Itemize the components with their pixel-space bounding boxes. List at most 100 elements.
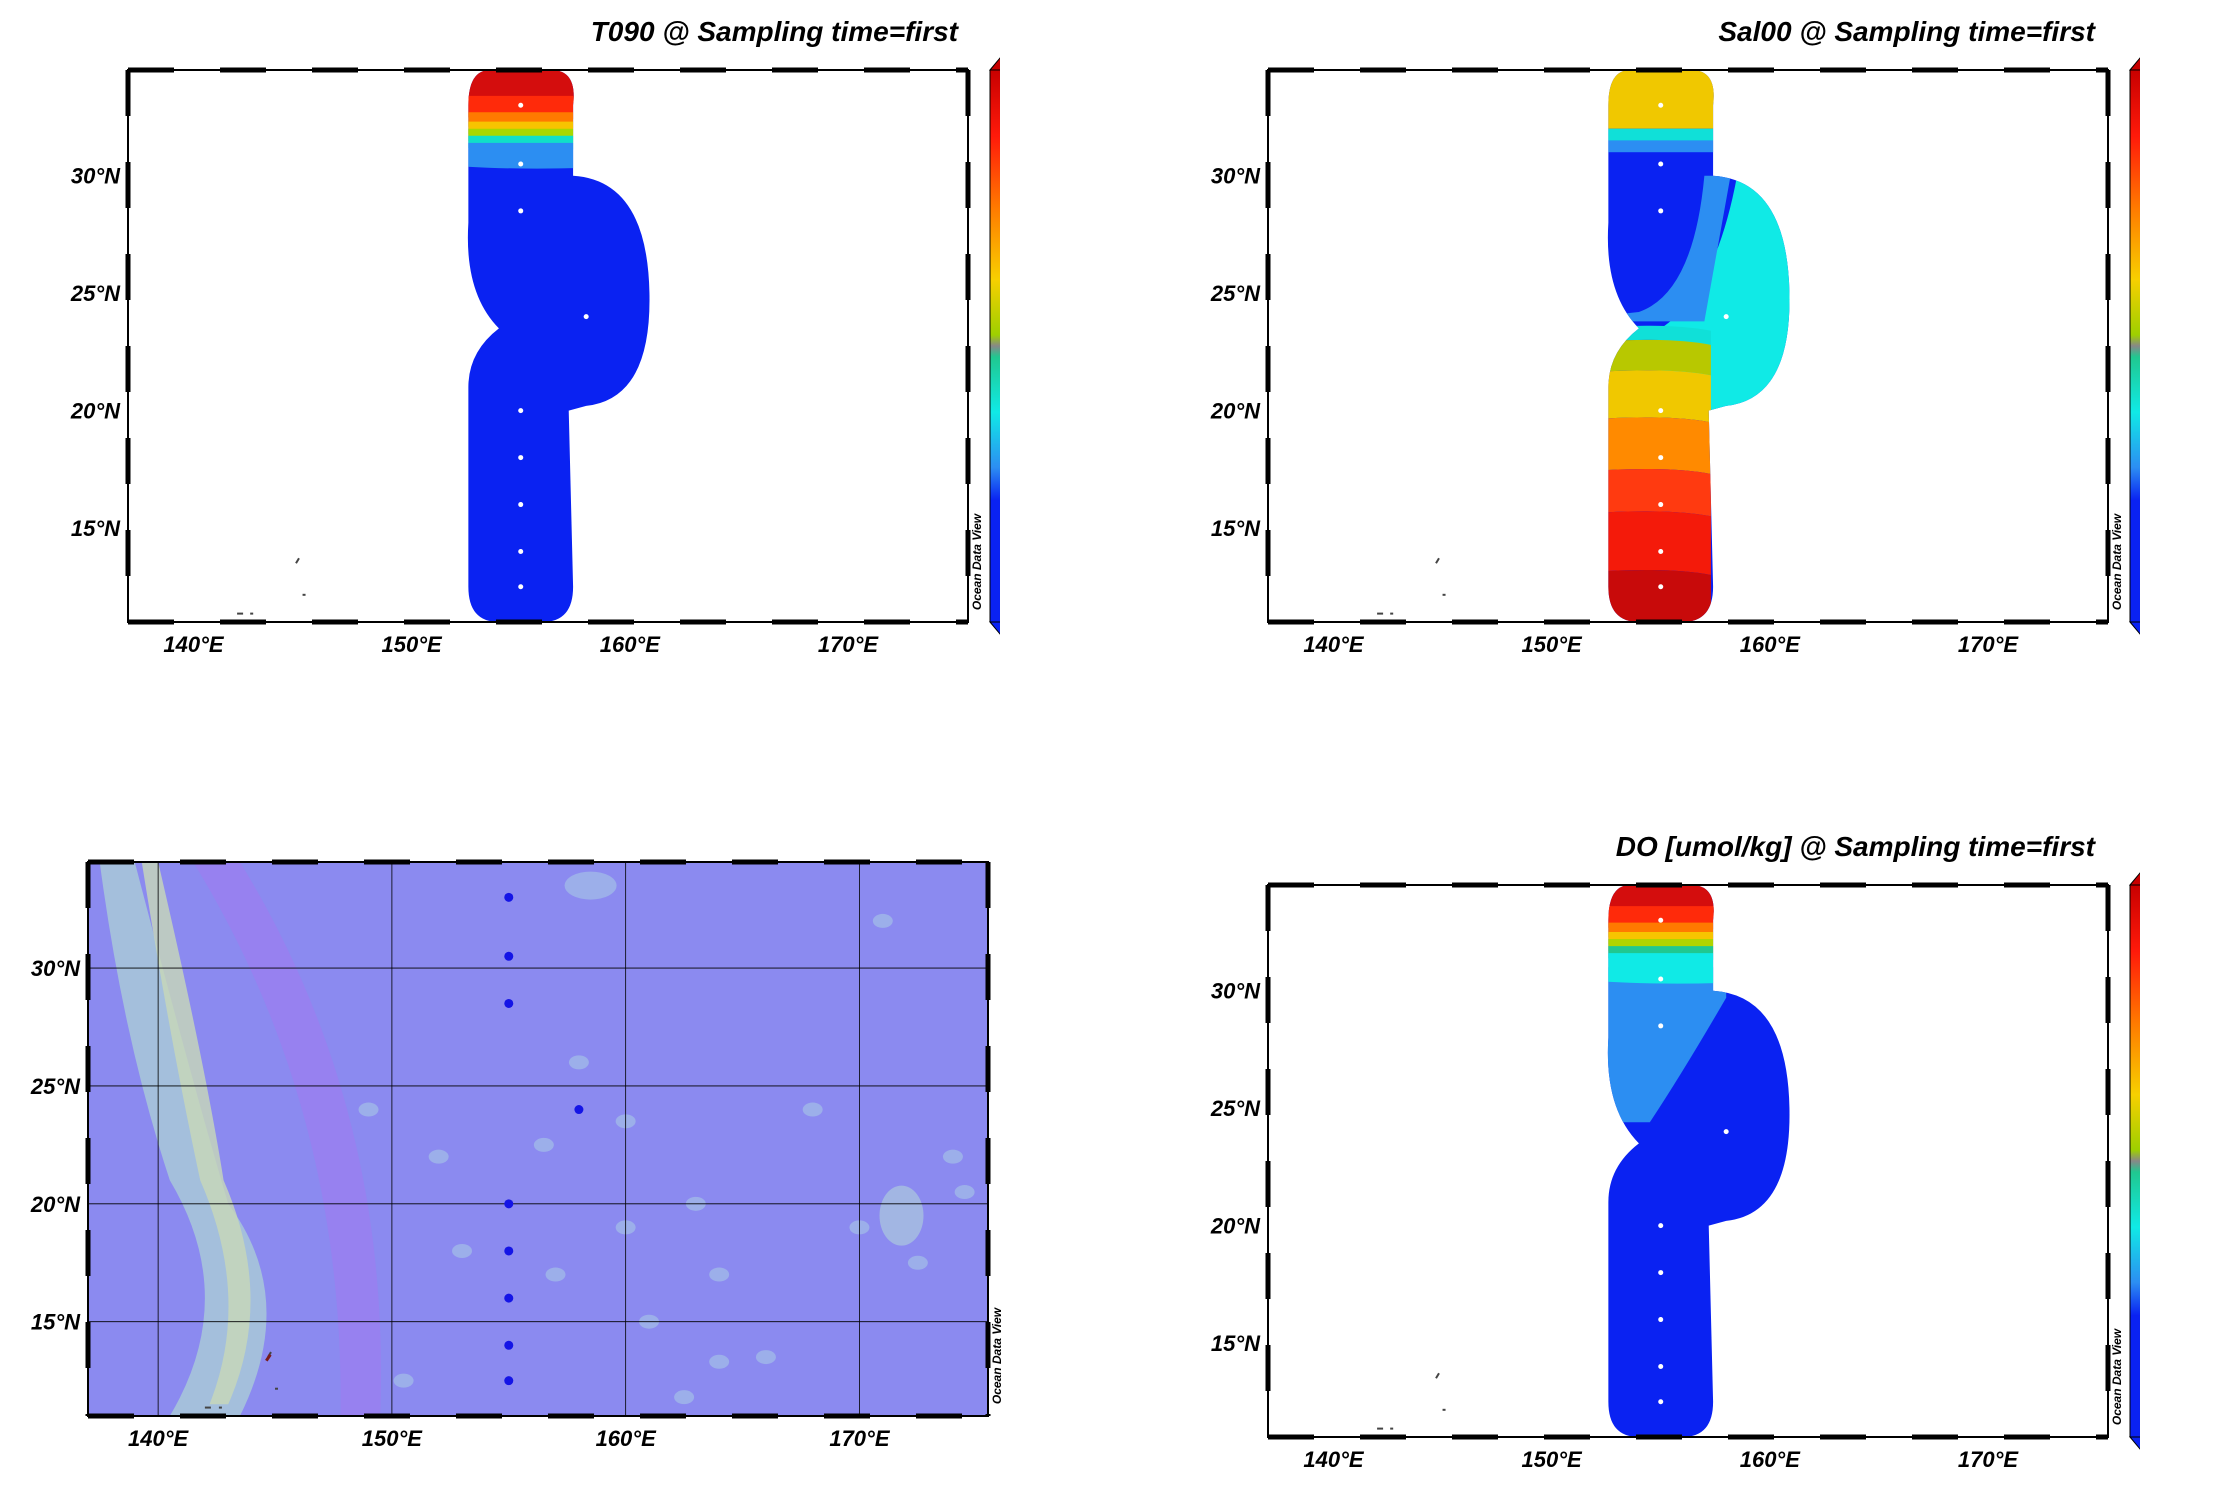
station-point (1658, 408, 1664, 414)
stations (1658, 102, 1729, 590)
seamount (872, 913, 893, 928)
seamount (674, 1390, 695, 1405)
seamount (907, 1255, 928, 1270)
lon-label: 170°E (1958, 632, 2020, 657)
seamount (954, 1185, 975, 1200)
colorbar-body (2129, 69, 2140, 623)
station-map-panel: 140°E 150°E 160°E 170°E 30°N 25°N 20°N 15°N Ocea… (0, 800, 1010, 1499)
colorbar-arrow-bottom (2128, 1436, 2140, 1450)
station-point (1658, 976, 1664, 982)
oxygen-title: DO [umol/kg] @ Sampling time=first (1615, 831, 2095, 862)
lat-label: 25°N (1210, 281, 1261, 306)
lat-label: 25°N (30, 1074, 81, 1099)
lat-label: 15°N (1211, 1331, 1261, 1356)
lon-label: 150°E (1522, 1447, 1584, 1472)
ocean-data-view-watermark: Ocean Data View (990, 1307, 1004, 1404)
lon-label: 140°E (1303, 632, 1365, 657)
lat-label: 30°N (1211, 164, 1261, 189)
stations (518, 102, 589, 590)
lat-label: 20°N (1210, 1214, 1261, 1239)
station-point (1658, 1317, 1664, 1323)
temp-colorbar: 1210864 (988, 57, 1000, 635)
lon-label: 160°E (1740, 632, 1802, 657)
station-point (1658, 549, 1664, 555)
lat-label: 25°N (1210, 1096, 1261, 1121)
map-frame: 140°E 150°E 160°E 170°E 30°N 25°N 20°N 15°N Ocea… (1210, 67, 2124, 657)
temperature-title: T090 @ Sampling time=first (590, 16, 958, 47)
station-point (518, 502, 524, 508)
colorbar-arrow-bottom (2128, 621, 2140, 635)
lon-label: 160°E (600, 632, 662, 657)
station-point (1658, 161, 1664, 167)
station-point (518, 161, 524, 167)
lat-label: 15°N (1211, 516, 1261, 541)
seamount (533, 1137, 554, 1152)
seamount (564, 871, 617, 900)
seamount (879, 1185, 924, 1246)
station-point (1658, 917, 1664, 923)
station-point (1658, 102, 1664, 108)
seamount (709, 1354, 730, 1369)
island-marks (237, 557, 306, 615)
colorbar-arrow-top (988, 57, 1000, 71)
station-point (1658, 1023, 1664, 1029)
lon-label: 170°E (829, 1426, 891, 1451)
sal-colorbar: 34.534.434.334.234.1 (2128, 57, 2140, 635)
station-point (504, 1199, 514, 1209)
station-point (518, 455, 524, 461)
lon-label: 170°E (1958, 1447, 2020, 1472)
station-point (504, 998, 514, 1008)
lat-label: 25°N (70, 281, 121, 306)
seamount (755, 1350, 776, 1365)
ocean-data-view-watermark: Ocean Data View (2110, 1328, 2124, 1425)
lat-label: 15°N (31, 1310, 81, 1335)
salinity-map: 140°E 150°E 160°E 170°E 30°N 25°N 20°N 15°N Ocea… (1210, 57, 2140, 657)
island-marks (1377, 557, 1446, 615)
station-point (574, 1105, 584, 1115)
seamount (545, 1267, 566, 1282)
seamount (358, 1102, 379, 1117)
map-frame: 140°E 150°E 160°E 170°E 30°N 25°N 20°N 15°N Ocea… (70, 67, 984, 657)
station-point (1658, 1399, 1664, 1405)
salinity-title: Sal00 @ Sampling time=first (1718, 16, 2095, 47)
station-point (1658, 1270, 1664, 1276)
lat-label: 20°N (30, 1192, 81, 1217)
station-point (1723, 314, 1729, 320)
oxygen-map: 140°E 150°E 160°E 170°E 30°N 25°N 20°N 15°N Ocea… (1210, 872, 2140, 1472)
colorbar-body (2129, 884, 2140, 1438)
salinity-panel: Sal00 @ Sampling time=first 140°E 150°E 16… (1140, 0, 2221, 660)
data-field (1607, 885, 1790, 1437)
station-point (1658, 1364, 1664, 1370)
data-field (1607, 70, 1790, 622)
station-point (1658, 208, 1664, 214)
station-point (1723, 1129, 1729, 1135)
colorbar-arrow-bottom (988, 621, 1000, 635)
lat-label: 30°N (31, 956, 81, 981)
seamount (709, 1267, 730, 1282)
lat-label: 30°N (1211, 979, 1261, 1004)
station-point (504, 1293, 514, 1303)
colorbar-arrow-top (2128, 57, 2140, 71)
seamount (942, 1149, 963, 1164)
colorbar-body (989, 69, 1000, 623)
island-marks (1377, 1372, 1446, 1430)
seamount (568, 1055, 589, 1070)
lat-label: 20°N (70, 399, 121, 424)
ocean-data-view-watermark: Ocean Data View (2110, 513, 2124, 610)
station-point (1658, 502, 1664, 508)
station-point (518, 549, 524, 555)
map-frame: 140°E 150°E 160°E 170°E 30°N 25°N 20°N 15°N Ocea… (30, 859, 1004, 1451)
lon-label: 140°E (1303, 1447, 1365, 1472)
lon-label: 160°E (1740, 1447, 1802, 1472)
station-point (518, 408, 524, 414)
lon-label: 140°E (128, 1426, 190, 1451)
colorbar-arrow-top (2128, 872, 2140, 886)
seamount (452, 1243, 473, 1258)
lat-label: 15°N (71, 516, 121, 541)
station-point (504, 1246, 514, 1256)
do-colorbar: 2001751501251007550 (2128, 872, 2140, 1450)
station-point (1658, 584, 1664, 590)
stations (1658, 917, 1729, 1405)
lon-label: 150°E (382, 632, 444, 657)
station-point (504, 1340, 514, 1350)
